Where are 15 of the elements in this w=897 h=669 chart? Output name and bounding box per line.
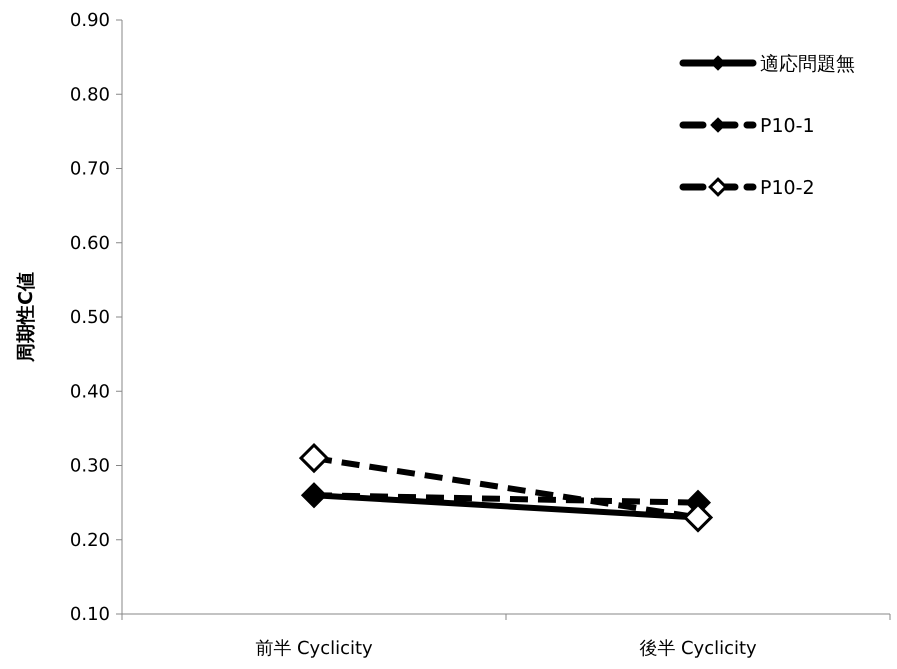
legend-label: P10-2 xyxy=(760,177,815,199)
x-tick-label: 前半 Cyclicity xyxy=(255,638,374,659)
y-tick-label: 0.80 xyxy=(70,84,110,106)
y-tick-label: 0.90 xyxy=(70,10,110,31)
legend-label: P10-1 xyxy=(760,115,815,137)
y-tick-label: 0.50 xyxy=(70,307,110,328)
y-tick-label: 0.40 xyxy=(70,381,110,402)
y-tick-label: 0.20 xyxy=(70,530,110,551)
legend-label: 適応問題無 xyxy=(760,53,855,75)
y-tick-label: 0.60 xyxy=(70,232,110,254)
y-tick-label: 0.70 xyxy=(70,158,110,180)
y-tick-label: 0.10 xyxy=(70,604,110,625)
y-tick-label: 0.30 xyxy=(70,456,110,476)
x-tick-label: 後半 Cyclicity xyxy=(639,638,758,659)
y-axis-title: 周期性C値 xyxy=(15,272,37,363)
